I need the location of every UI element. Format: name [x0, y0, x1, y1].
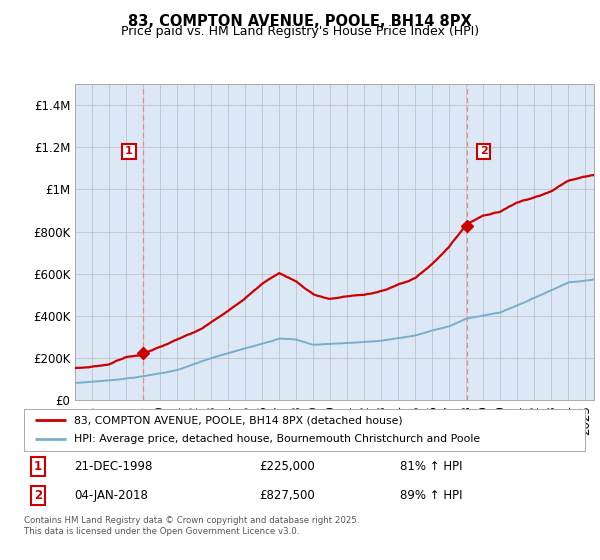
Text: 2: 2 [479, 147, 487, 156]
Text: £225,000: £225,000 [260, 460, 316, 473]
Text: 1: 1 [125, 147, 133, 156]
Text: Price paid vs. HM Land Registry's House Price Index (HPI): Price paid vs. HM Land Registry's House … [121, 25, 479, 38]
Text: Contains HM Land Registry data © Crown copyright and database right 2025.
This d: Contains HM Land Registry data © Crown c… [24, 516, 359, 536]
Text: HPI: Average price, detached house, Bournemouth Christchurch and Poole: HPI: Average price, detached house, Bour… [74, 435, 481, 445]
Text: 2: 2 [34, 489, 42, 502]
Text: 21-DEC-1998: 21-DEC-1998 [74, 460, 153, 473]
Text: 89% ↑ HPI: 89% ↑ HPI [400, 489, 463, 502]
Text: 83, COMPTON AVENUE, POOLE, BH14 8PX: 83, COMPTON AVENUE, POOLE, BH14 8PX [128, 14, 472, 29]
Text: 1: 1 [34, 460, 42, 473]
Text: 81% ↑ HPI: 81% ↑ HPI [400, 460, 463, 473]
Text: 04-JAN-2018: 04-JAN-2018 [74, 489, 148, 502]
Text: £827,500: £827,500 [260, 489, 316, 502]
Text: 83, COMPTON AVENUE, POOLE, BH14 8PX (detached house): 83, COMPTON AVENUE, POOLE, BH14 8PX (det… [74, 415, 403, 425]
